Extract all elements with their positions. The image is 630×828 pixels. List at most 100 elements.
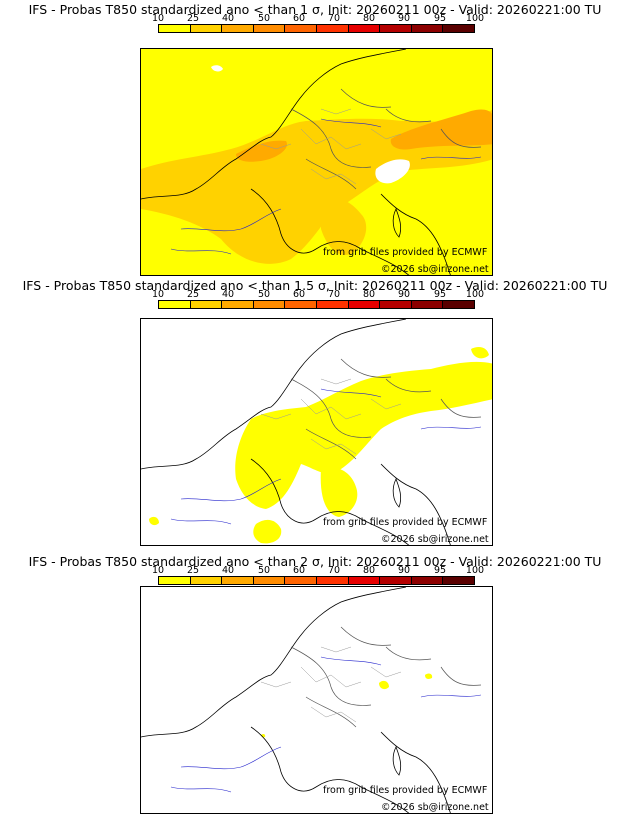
colorbar-tick: 95 bbox=[433, 565, 447, 576]
colorbar-swatch bbox=[190, 301, 223, 308]
probability-map: from grib files provided by ECMWF ©2026 … bbox=[140, 48, 493, 276]
colorbar-tick: 25 bbox=[186, 565, 200, 576]
map-canvas: from grib files provided by ECMWF ©2026 … bbox=[141, 587, 492, 813]
colorbar-swatch bbox=[443, 577, 474, 584]
panel-title: IFS - Probas T850 standardized ano < tha… bbox=[28, 554, 602, 569]
colorbar-swatch bbox=[190, 577, 223, 584]
colorbar-swatch bbox=[190, 25, 223, 32]
panel-title: IFS - Probas T850 standardized ano < tha… bbox=[22, 278, 608, 293]
colorbar-tick: 70 bbox=[327, 289, 341, 300]
colorbar-tick: 25 bbox=[186, 289, 200, 300]
colorbar-swatch bbox=[316, 25, 349, 32]
coastline bbox=[380, 731, 451, 813]
probability-field-25 bbox=[321, 197, 367, 255]
colorbar-swatch bbox=[285, 25, 317, 32]
colorbar-tick: 100 bbox=[465, 13, 485, 24]
colorbar bbox=[158, 576, 475, 585]
colorbar-swatch bbox=[159, 577, 191, 584]
probability-field-10 bbox=[235, 361, 492, 509]
rivers bbox=[170, 656, 482, 793]
colorbar-swatch bbox=[411, 301, 444, 308]
coastline bbox=[250, 458, 410, 545]
colorbar bbox=[158, 24, 475, 33]
probability-field-10 bbox=[253, 519, 282, 544]
colorbar-tick: 60 bbox=[292, 289, 306, 300]
colorbar-swatch bbox=[380, 25, 412, 32]
colorbar-ticks: 10 25 40 50 60 70 80 90 95 100 bbox=[0, 289, 630, 301]
regional-borders bbox=[260, 378, 402, 455]
colorbar-tick: 80 bbox=[362, 13, 376, 24]
colorbar-tick: 90 bbox=[397, 565, 411, 576]
colorbar-swatch bbox=[380, 577, 412, 584]
colorbar-ticks: 10 25 40 50 60 70 80 90 95 100 bbox=[0, 565, 630, 577]
credit-copyright: ©2026 sb@irizone.net bbox=[381, 534, 489, 545]
colorbar-tick: 100 bbox=[465, 289, 485, 300]
colorbar-swatch bbox=[253, 577, 286, 584]
colorbar-swatch bbox=[159, 25, 191, 32]
map-panel-3: IFS - Probas T850 standardized ano < tha… bbox=[0, 552, 630, 828]
colorbar-swatch bbox=[253, 301, 286, 308]
low-probability-area bbox=[211, 65, 223, 72]
colorbar-tick: 10 bbox=[151, 565, 165, 576]
colorbar-swatch bbox=[222, 301, 254, 308]
colorbar bbox=[158, 300, 475, 309]
colorbar-swatch bbox=[380, 301, 412, 308]
colorbar-swatch bbox=[348, 25, 381, 32]
probability-map: from grib files provided by ECMWF ©2026 … bbox=[140, 586, 493, 814]
colorbar-swatch bbox=[159, 301, 191, 308]
map-panel-2: IFS - Probas T850 standardized ano < tha… bbox=[0, 276, 630, 552]
coastline bbox=[250, 726, 410, 813]
map-canvas: from grib files provided by ECMWF ©2026 … bbox=[141, 319, 492, 545]
colorbar-swatch bbox=[222, 25, 254, 32]
borders bbox=[290, 626, 482, 728]
rivers bbox=[170, 118, 482, 255]
colorbar-tick: 95 bbox=[433, 289, 447, 300]
credit-copyright: ©2026 sb@irizone.net bbox=[381, 264, 489, 275]
map-panel-1: IFS - Probas T850 standardized ano < tha… bbox=[0, 0, 630, 276]
colorbar-tick: 90 bbox=[397, 289, 411, 300]
probability-field-10 bbox=[149, 516, 159, 526]
probability-field-10 bbox=[379, 680, 389, 690]
colorbar-ticks: 10 25 40 50 60 70 80 90 95 100 bbox=[0, 13, 630, 25]
colorbar-swatch bbox=[443, 25, 474, 32]
coastline bbox=[141, 587, 407, 738]
colorbar-tick: 40 bbox=[221, 13, 235, 24]
colorbar-tick: 40 bbox=[221, 289, 235, 300]
colorbar-swatch bbox=[411, 25, 444, 32]
credit-source: from grib files provided by ECMWF bbox=[323, 517, 487, 528]
colorbar-tick: 90 bbox=[397, 13, 411, 24]
regional-borders bbox=[260, 646, 402, 723]
colorbar-swatch bbox=[316, 577, 349, 584]
colorbar-tick: 60 bbox=[292, 565, 306, 576]
colorbar-swatch bbox=[316, 301, 349, 308]
credit-source: from grib files provided by ECMWF bbox=[323, 785, 487, 796]
coastline bbox=[141, 319, 407, 470]
borders bbox=[290, 88, 482, 190]
probability-field-10 bbox=[471, 347, 489, 359]
colorbar-swatch bbox=[443, 301, 474, 308]
colorbar-tick: 80 bbox=[362, 289, 376, 300]
colorbar-tick: 60 bbox=[292, 13, 306, 24]
colorbar-tick: 10 bbox=[151, 13, 165, 24]
coastline bbox=[380, 463, 451, 545]
probability-field-10 bbox=[425, 673, 433, 679]
colorbar-tick: 50 bbox=[257, 565, 271, 576]
colorbar-tick: 80 bbox=[362, 565, 376, 576]
borders bbox=[290, 358, 482, 460]
credit-source: from grib files provided by ECMWF bbox=[323, 247, 487, 258]
coastline bbox=[392, 207, 402, 238]
colorbar-tick: 10 bbox=[151, 289, 165, 300]
coastline bbox=[392, 477, 402, 508]
coastline bbox=[250, 188, 410, 275]
regional-borders bbox=[260, 108, 402, 185]
credit-copyright: ©2026 sb@irizone.net bbox=[381, 802, 489, 813]
coastline bbox=[141, 49, 407, 200]
colorbar-swatch bbox=[411, 577, 444, 584]
probability-field-40 bbox=[236, 140, 287, 162]
colorbar-tick: 40 bbox=[221, 565, 235, 576]
coastline bbox=[380, 193, 451, 275]
colorbar-tick: 25 bbox=[186, 13, 200, 24]
map-canvas: from grib files provided by ECMWF ©2026 … bbox=[141, 49, 492, 275]
colorbar-tick: 100 bbox=[465, 565, 485, 576]
coastline bbox=[392, 745, 402, 776]
